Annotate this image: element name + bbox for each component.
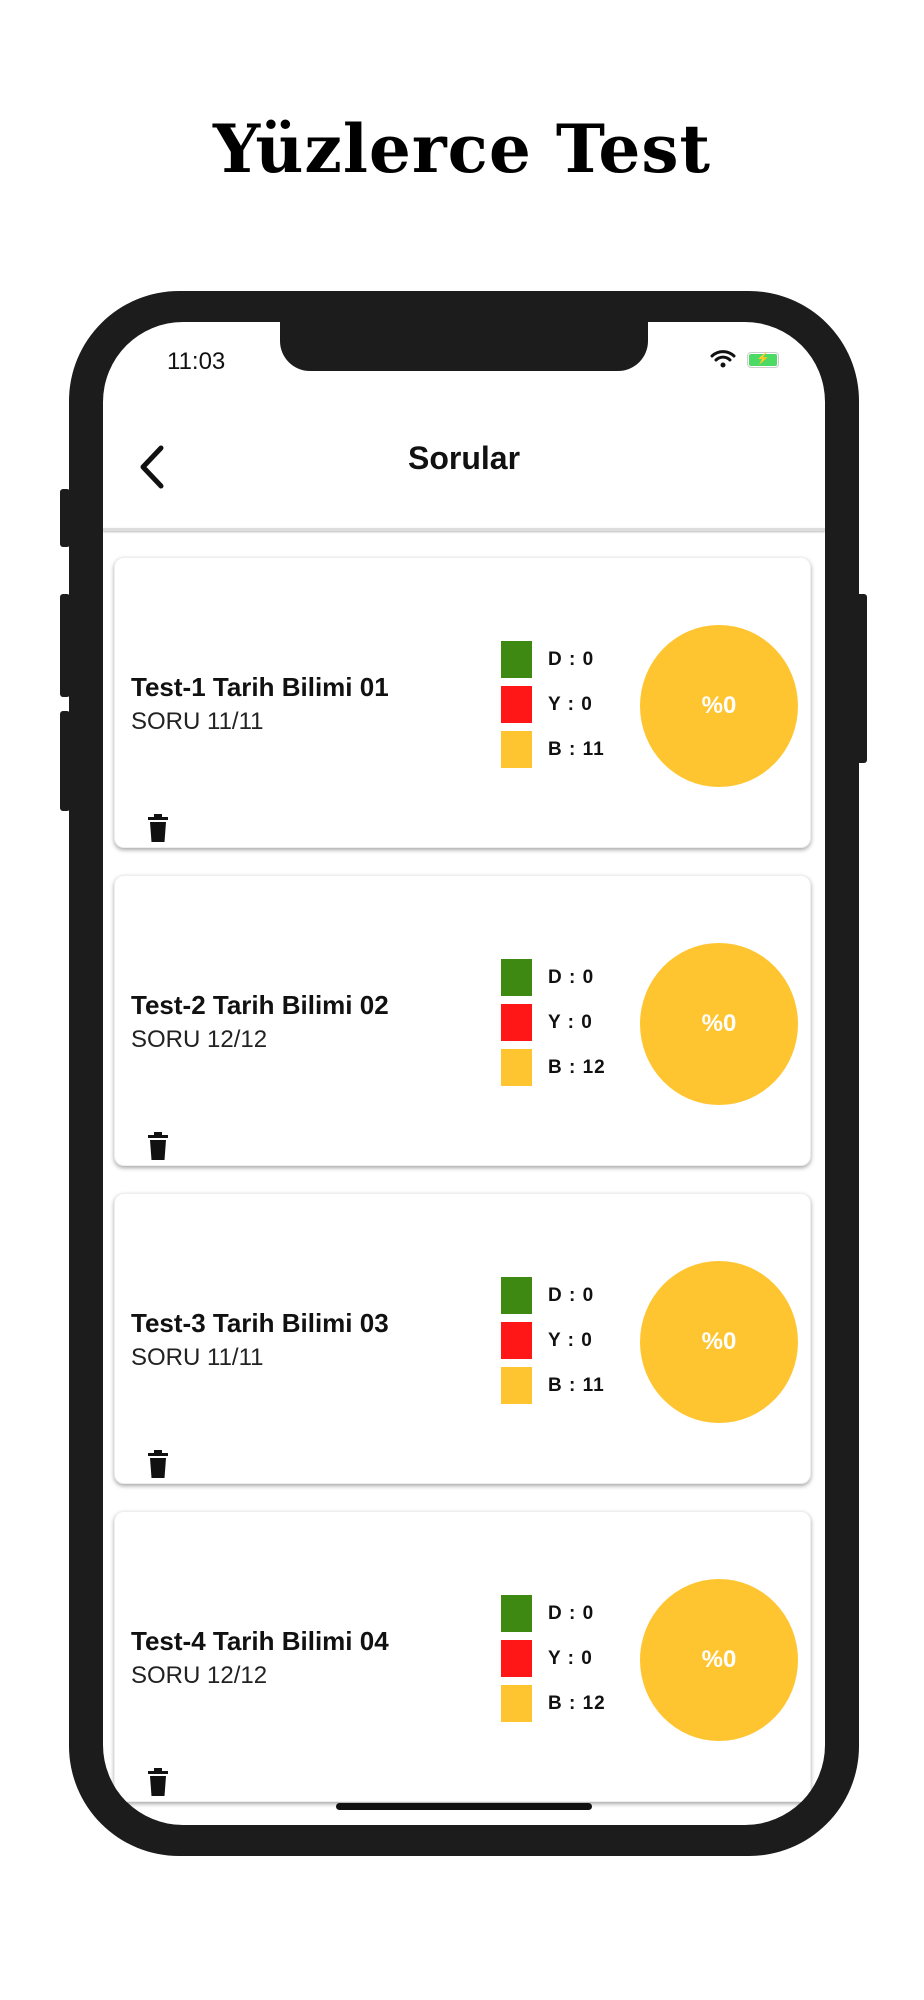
question-count: SORU 12/12	[131, 1026, 268, 1053]
empty-swatch	[501, 1685, 532, 1722]
score-percent: %0	[701, 1646, 737, 1673]
score-percent: %0	[701, 692, 737, 719]
empty-count: B : 12	[548, 1057, 606, 1078]
back-button[interactable]	[133, 442, 173, 492]
correct-swatch	[501, 1595, 532, 1632]
wrong-count: Y : 0	[548, 694, 593, 715]
screen: 11:03 ⚡ Sorular Test-1 Tarih Bilimi 01 S…	[103, 322, 825, 1825]
status-time: 11:03	[167, 348, 226, 375]
headline: Yüzlerce Test	[212, 110, 711, 188]
wrong-swatch	[501, 686, 532, 723]
question-count: SORU 11/11	[131, 1344, 264, 1371]
wrong-swatch	[501, 1004, 532, 1041]
empty-swatch	[501, 1049, 532, 1086]
trash-icon[interactable]	[147, 1450, 169, 1478]
trash-icon[interactable]	[147, 814, 169, 842]
score-pie: %0	[640, 1579, 798, 1741]
empty-count: B : 11	[548, 739, 605, 760]
score-pie: %0	[640, 1261, 798, 1423]
test-card[interactable]: Test-4 Tarih Bilimi 04 SORU 12/12 D : 0 …	[114, 1511, 811, 1802]
correct-swatch	[501, 1277, 532, 1314]
trash-icon[interactable]	[147, 1768, 169, 1796]
chevron-left-icon	[140, 445, 164, 489]
correct-count: D : 0	[548, 649, 595, 670]
test-card[interactable]: Test-1 Tarih Bilimi 01 SORU 11/11 D : 0 …	[114, 557, 811, 848]
question-count: SORU 11/11	[131, 708, 264, 735]
volume-up-button	[60, 594, 70, 697]
volume-down-button	[60, 711, 70, 811]
header-divider	[103, 528, 825, 531]
score-pie: %0	[640, 943, 798, 1105]
score-percent: %0	[701, 1010, 737, 1037]
trash-icon[interactable]	[147, 1132, 169, 1160]
empty-swatch	[501, 731, 532, 768]
correct-swatch	[501, 959, 532, 996]
wrong-count: Y : 0	[548, 1330, 593, 1351]
wrong-count: Y : 0	[548, 1012, 593, 1033]
notch	[280, 322, 648, 371]
wrong-swatch	[501, 1322, 532, 1359]
home-indicator[interactable]	[336, 1803, 592, 1810]
test-title: Test-4 Tarih Bilimi 04	[131, 1626, 389, 1656]
empty-swatch	[501, 1367, 532, 1404]
test-card[interactable]: Test-2 Tarih Bilimi 02 SORU 12/12 D : 0 …	[114, 875, 811, 1166]
correct-count: D : 0	[548, 967, 595, 988]
question-count: SORU 12/12	[131, 1662, 268, 1689]
empty-count: B : 12	[548, 1693, 606, 1714]
test-title: Test-1 Tarih Bilimi 01	[131, 672, 389, 702]
test-title: Test-3 Tarih Bilimi 03	[131, 1308, 389, 1338]
empty-count: B : 11	[548, 1375, 605, 1396]
test-card[interactable]: Test-3 Tarih Bilimi 03 SORU 11/11 D : 0 …	[114, 1193, 811, 1484]
test-title: Test-2 Tarih Bilimi 02	[131, 990, 389, 1020]
battery-charging-icon: ⚡	[747, 352, 779, 368]
correct-swatch	[501, 641, 532, 678]
correct-count: D : 0	[548, 1285, 595, 1306]
wifi-icon	[710, 350, 736, 368]
page-title: Sorular	[407, 440, 521, 476]
score-pie: %0	[640, 625, 798, 787]
correct-count: D : 0	[548, 1603, 595, 1624]
wrong-count: Y : 0	[548, 1648, 593, 1669]
score-percent: %0	[701, 1328, 737, 1355]
wrong-swatch	[501, 1640, 532, 1677]
mute-switch	[60, 489, 70, 547]
